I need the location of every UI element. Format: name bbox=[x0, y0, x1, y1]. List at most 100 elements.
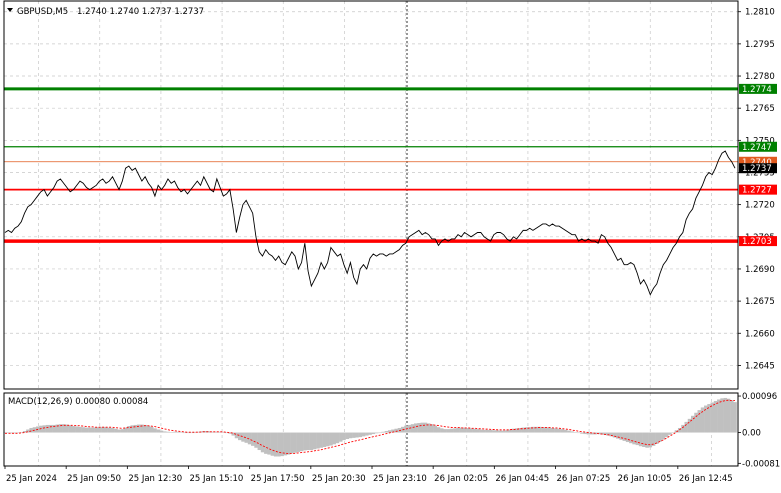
macd-bar bbox=[541, 427, 545, 433]
macd-bar bbox=[515, 428, 519, 433]
macd-bar bbox=[13, 432, 17, 434]
macd-bar bbox=[130, 425, 134, 433]
macd-bar bbox=[257, 432, 262, 451]
macd-bar bbox=[638, 432, 643, 447]
macd-bar bbox=[189, 432, 193, 434]
macd-bar bbox=[459, 427, 464, 433]
macd-bar bbox=[488, 429, 493, 433]
macd-bar bbox=[466, 427, 470, 433]
macd-bar bbox=[440, 428, 444, 433]
price-level-label: 1.2774 bbox=[742, 85, 772, 95]
macd-bar bbox=[345, 432, 350, 440]
time-axis[interactable]: 25 Jan 2024 25 Jan 09:50 25 Jan 12:30 25 Ja… bbox=[4, 466, 733, 484]
time-tick-label: 26 Jan 04:45 bbox=[495, 474, 549, 484]
macd-bar bbox=[586, 432, 591, 435]
macd-bar bbox=[482, 429, 486, 433]
macd-bar bbox=[410, 424, 415, 433]
macd-bar bbox=[172, 431, 177, 433]
macd-bar bbox=[247, 432, 252, 445]
macd-bar bbox=[472, 428, 477, 433]
price-tick-label: 1.2735 bbox=[745, 168, 775, 178]
macd-bar bbox=[407, 424, 411, 433]
macd-bar bbox=[417, 423, 421, 433]
macd-bar bbox=[277, 432, 281, 457]
macd-bar bbox=[427, 423, 431, 433]
macd-bar bbox=[42, 425, 46, 433]
macd-bar bbox=[117, 429, 121, 433]
macd-bar bbox=[668, 432, 672, 435]
macd-bar bbox=[560, 429, 565, 433]
price-tick-label: 1.2660 bbox=[745, 329, 775, 339]
time-tick-label: 25 Jan 12:30 bbox=[128, 474, 182, 484]
macd-bar bbox=[505, 430, 509, 433]
macd-bar bbox=[710, 402, 715, 433]
price-tick-label: 1.2765 bbox=[745, 104, 775, 114]
macd-bar bbox=[58, 424, 63, 433]
macd-bar bbox=[563, 429, 568, 433]
macd-bar bbox=[22, 431, 27, 433]
price-level-label: 1.2727 bbox=[742, 186, 772, 196]
macd-bar bbox=[664, 432, 669, 438]
price-level-tag bbox=[739, 83, 777, 94]
macd-bar bbox=[84, 427, 89, 433]
macd-bar bbox=[221, 432, 226, 433]
macd-bar bbox=[316, 432, 320, 449]
macd-bar bbox=[290, 432, 294, 454]
macd-bar bbox=[453, 428, 457, 433]
price-levels bbox=[4, 87, 738, 243]
macd-bar bbox=[528, 427, 532, 433]
macd-tick-label: 0.00096 bbox=[742, 392, 777, 402]
macd-bar bbox=[234, 432, 239, 439]
macd-bar bbox=[687, 418, 692, 433]
macd-bar bbox=[391, 429, 395, 433]
macd-bar bbox=[609, 432, 613, 437]
macd-tick-label: 0.00 bbox=[742, 429, 761, 439]
macd-bar bbox=[329, 432, 333, 446]
macd-bar bbox=[251, 432, 255, 446]
macd-bar bbox=[26, 429, 30, 433]
symbol-dropdown-arrow-icon[interactable] bbox=[7, 8, 13, 12]
price-level-tag bbox=[739, 184, 777, 195]
current-price-tag bbox=[739, 163, 777, 174]
macd-bar bbox=[241, 432, 245, 442]
macd-bar bbox=[589, 432, 594, 435]
macd-bar bbox=[723, 397, 728, 433]
macd-bar bbox=[550, 427, 555, 433]
macd-bar bbox=[537, 426, 542, 433]
macd-bar bbox=[342, 432, 346, 441]
macd-bar bbox=[68, 425, 73, 433]
price-tick-label: 1.2720 bbox=[745, 201, 775, 211]
macd-bar bbox=[156, 429, 160, 433]
macd-bar bbox=[238, 432, 242, 441]
time-tick-label: 26 Jan 12:45 bbox=[679, 474, 733, 484]
macd-bar bbox=[185, 432, 190, 434]
macd-bar bbox=[326, 432, 330, 447]
macd-bar bbox=[153, 428, 157, 433]
macd-bar bbox=[322, 432, 327, 447]
macd-bar bbox=[143, 424, 147, 433]
price-tick-label: 1.2690 bbox=[745, 265, 775, 275]
price-tick-label: 1.2750 bbox=[745, 136, 775, 146]
price-axis[interactable]: 1.28101.27951.27801.27651.27501.27351.27… bbox=[738, 8, 780, 470]
macd-bar bbox=[713, 400, 718, 433]
macd-bar bbox=[726, 398, 731, 433]
macd-bar bbox=[140, 424, 144, 433]
price-tick-label: 1.2645 bbox=[745, 361, 775, 371]
macd-bar bbox=[449, 428, 454, 433]
macd-bar bbox=[19, 432, 24, 433]
macd-bar bbox=[691, 415, 695, 433]
macd-bar bbox=[339, 432, 343, 442]
macd-bar bbox=[306, 432, 310, 451]
macd-bar bbox=[599, 432, 604, 435]
macd-bar bbox=[309, 432, 314, 451]
macd-bar bbox=[573, 432, 578, 433]
macd-bar bbox=[218, 431, 222, 433]
macd-bar bbox=[508, 429, 512, 433]
macd-bar bbox=[91, 427, 95, 433]
symbol-label[interactable]: GBPUSD,M5 bbox=[17, 7, 68, 17]
macd-bar bbox=[107, 427, 112, 433]
macd-bar bbox=[231, 432, 235, 436]
grid bbox=[4, 1, 738, 466]
